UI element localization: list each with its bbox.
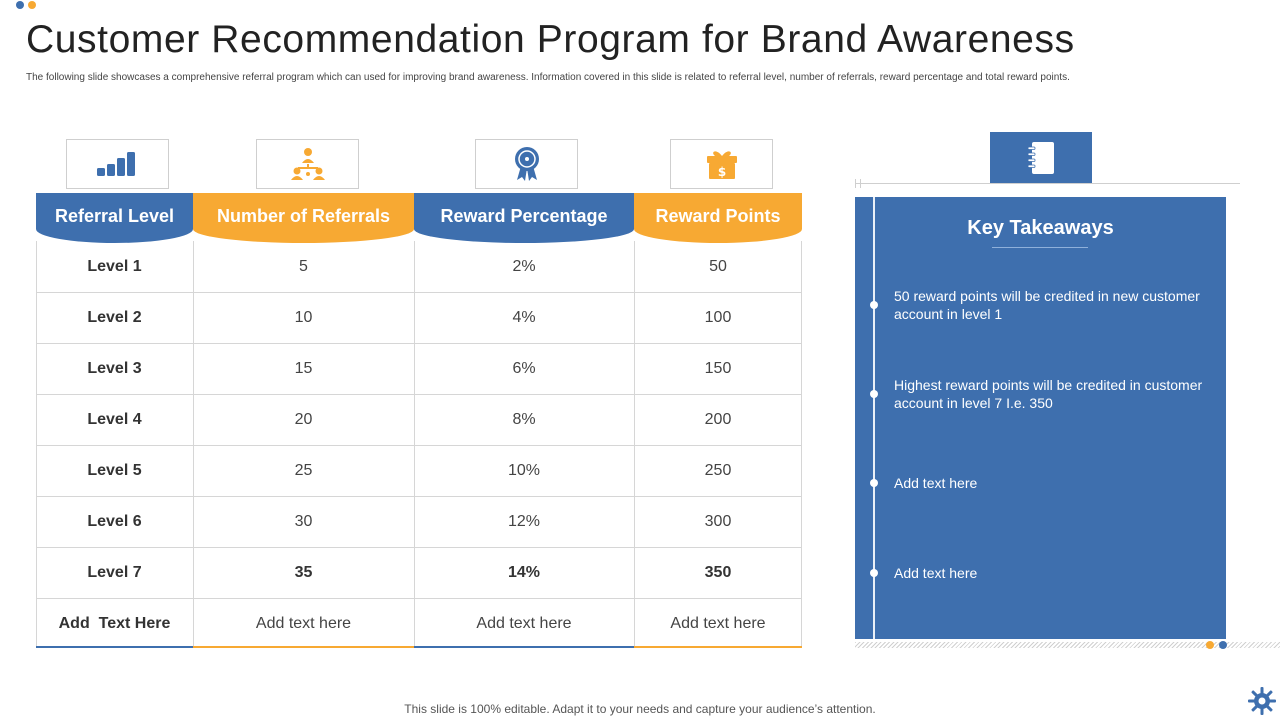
orange-dot bbox=[28, 1, 36, 9]
table-row: Level 5 25 10% 250 bbox=[36, 445, 802, 497]
gift-dollar-icon: $ bbox=[706, 151, 737, 179]
svg-text:$: $ bbox=[717, 165, 725, 179]
table-cell: 4% bbox=[512, 308, 536, 326]
top-decorative-dots bbox=[16, 1, 36, 9]
table-cell: 350 bbox=[704, 563, 732, 581]
timeline-line bbox=[873, 197, 875, 639]
takeaway-text: Highest reward points will be credited i… bbox=[894, 377, 1203, 411]
table-cell: Level 4 bbox=[87, 410, 142, 428]
bullet-dot bbox=[870, 390, 878, 398]
table-cell: 250 bbox=[704, 461, 732, 479]
table-cell: 100 bbox=[704, 308, 732, 326]
blue-dot bbox=[16, 1, 24, 9]
table-border-left bbox=[36, 241, 37, 648]
bar-chart-icon-box bbox=[66, 139, 169, 189]
notebook-tab bbox=[990, 132, 1092, 184]
takeaway-text: Add text here bbox=[894, 565, 978, 581]
table-cell: 2% bbox=[512, 257, 536, 275]
blue-dot bbox=[1219, 641, 1227, 649]
divider-tick bbox=[855, 179, 856, 188]
award-ribbon-icon-box bbox=[475, 139, 578, 189]
table-bottom-accent bbox=[634, 646, 802, 648]
header-referral-level: Referral Level bbox=[36, 193, 193, 243]
table-cell: Add Text Here bbox=[58, 614, 171, 632]
table-cell: 8% bbox=[512, 410, 536, 428]
table-cell: 6% bbox=[512, 359, 536, 377]
table-cell: 15 bbox=[294, 359, 313, 377]
table-bottom-accent bbox=[36, 646, 193, 648]
table-bottom-accent bbox=[414, 646, 634, 648]
bullet-dot bbox=[870, 301, 878, 309]
table-cell: 10 bbox=[294, 308, 313, 326]
table-cell: 300 bbox=[704, 512, 732, 530]
table-cell: 30 bbox=[294, 512, 313, 530]
table-cell: Level 1 bbox=[87, 257, 142, 275]
table-cell: 25 bbox=[294, 461, 313, 479]
table-row: Level 7 35 14% 350 bbox=[36, 547, 802, 599]
table-row: Level 4 20 8% 200 bbox=[36, 394, 802, 446]
page-title: Customer Recommendation Program for Bran… bbox=[26, 18, 1075, 61]
table-cell: 35 bbox=[294, 563, 313, 581]
bottom-decorative-dots bbox=[1206, 641, 1227, 649]
bar-chart-icon bbox=[96, 152, 135, 176]
table-cell: 12% bbox=[507, 512, 541, 530]
table-row: Level 6 30 12% 300 bbox=[36, 496, 802, 548]
takeaway-text: Add text here bbox=[894, 475, 978, 491]
table-header-row: Referral Level Number of Referrals Rewar… bbox=[36, 193, 802, 243]
table-divider bbox=[634, 241, 635, 648]
divider-line bbox=[855, 183, 1240, 184]
table-cell: 5 bbox=[299, 257, 308, 275]
key-takeaways-title: Key Takeaways bbox=[967, 217, 1114, 239]
table-cell: 10% bbox=[507, 461, 541, 479]
award-ribbon-icon bbox=[514, 147, 539, 181]
table-row: Add Text Here Add text here Add text her… bbox=[36, 598, 802, 649]
table-cell: 50 bbox=[709, 257, 727, 275]
table-cell: Level 2 bbox=[87, 308, 142, 326]
table-cell: 150 bbox=[704, 359, 732, 377]
header-reward-percentage: Reward Percentage bbox=[414, 193, 634, 243]
table-cell: Add text here bbox=[670, 614, 766, 632]
table-row: Level 3 15 6% 150 bbox=[36, 343, 802, 395]
header-reward-points: Reward Points bbox=[634, 193, 802, 243]
table-cell: Level 6 bbox=[87, 512, 142, 530]
table-bottom-accent bbox=[193, 646, 414, 648]
bullet-dot bbox=[870, 569, 878, 577]
table-cell: Add text here bbox=[255, 614, 352, 632]
table-row: Level 2 10 4% 100 bbox=[36, 292, 802, 344]
referral-table: Referral Level Number of Referrals Rewar… bbox=[36, 193, 802, 648]
gift-dollar-icon-box: $ bbox=[670, 139, 773, 189]
table-cell: Level 5 bbox=[87, 461, 142, 479]
notebook-icon bbox=[1027, 142, 1054, 174]
hierarchy-icon-box bbox=[256, 139, 359, 189]
table-cell: 20 bbox=[294, 410, 313, 428]
table-cell: Level 7 bbox=[87, 563, 142, 581]
table-cell: Add text here bbox=[476, 614, 572, 632]
takeaway-text: 50 reward points will be credited in new… bbox=[894, 288, 1200, 322]
header-number-of-referrals: Number of Referrals bbox=[193, 193, 414, 243]
hatch-divider bbox=[855, 642, 1280, 648]
table-cell: 200 bbox=[704, 410, 732, 428]
table-cell: Level 3 bbox=[87, 359, 142, 377]
title-underline bbox=[992, 247, 1088, 248]
gear-icon bbox=[1248, 687, 1276, 715]
table-cell: 14% bbox=[507, 563, 541, 581]
footer-note: This slide is 100% editable. Adapt it to… bbox=[404, 702, 876, 716]
hierarchy-icon bbox=[290, 148, 325, 180]
table-divider bbox=[193, 241, 194, 648]
key-takeaways-panel: Key Takeaways 50 reward points will be c… bbox=[855, 197, 1226, 639]
page-subtitle: The following slide showcases a comprehe… bbox=[26, 72, 1070, 83]
table-divider bbox=[414, 241, 415, 648]
table-row: Level 1 5 2% 50 bbox=[36, 241, 802, 293]
divider-tick bbox=[860, 179, 861, 188]
table-border-right bbox=[801, 241, 802, 648]
bullet-dot bbox=[870, 479, 878, 487]
orange-dot bbox=[1206, 641, 1214, 649]
